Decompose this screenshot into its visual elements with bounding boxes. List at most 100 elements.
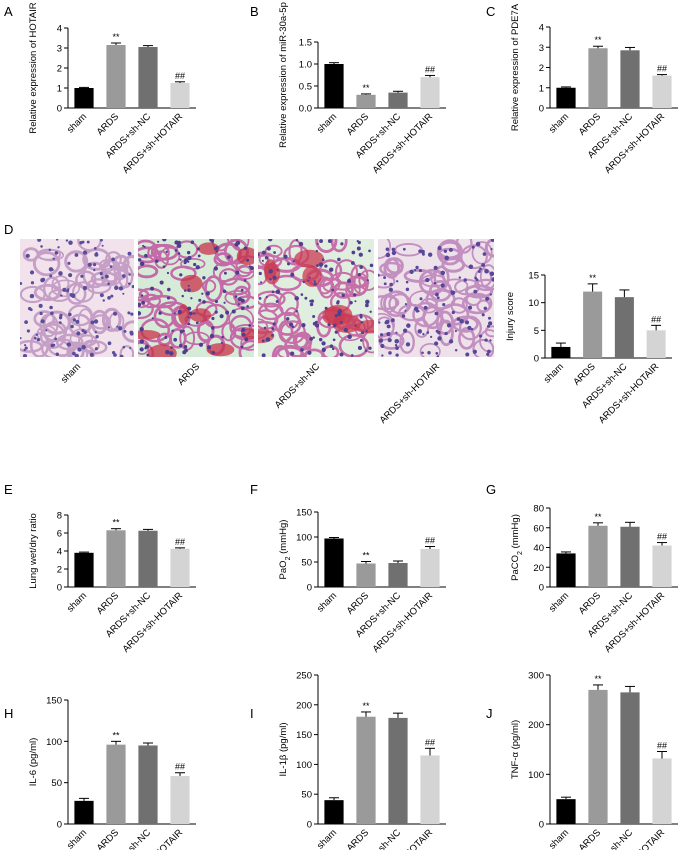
nucleus <box>489 271 494 276</box>
nucleus <box>49 274 53 278</box>
nucleus <box>369 263 374 268</box>
bar <box>588 689 608 824</box>
nucleus <box>52 257 55 260</box>
nucleus <box>409 269 414 275</box>
alveolar-wall <box>138 246 161 264</box>
nucleus <box>205 291 210 296</box>
significance-mark: ## <box>657 64 667 74</box>
nucleus <box>308 276 311 279</box>
nucleus <box>83 330 87 334</box>
bar <box>556 87 576 108</box>
nucleus <box>173 337 178 342</box>
nucleus <box>139 326 144 332</box>
x-tick-label: sham <box>547 111 571 135</box>
y-tick-label: 1.5 <box>299 38 312 49</box>
nucleus <box>481 263 486 267</box>
blood-patch <box>206 343 235 357</box>
nucleus <box>40 319 45 324</box>
blood-patch <box>258 328 275 344</box>
nucleus <box>312 336 315 339</box>
blood-patch <box>198 242 220 255</box>
nucleus <box>35 333 39 336</box>
nucleus <box>448 339 454 344</box>
y-tick-label: 100 <box>296 533 312 544</box>
panel-label: C <box>486 4 495 19</box>
histology-image-4 <box>378 239 494 357</box>
x-tick-label: ARDS <box>571 361 597 387</box>
nucleus <box>394 339 400 344</box>
nucleus <box>434 341 439 346</box>
nucleus <box>127 251 132 256</box>
nucleus <box>302 280 305 284</box>
chart-panel-4: 051015sham**ARDSARDS+sh-NC##ARDS+sh-HOTA… <box>505 271 672 426</box>
nucleus <box>123 329 127 333</box>
y-tick-label: 0 <box>534 354 539 365</box>
y-tick-label: 40 <box>533 543 544 554</box>
nucleus <box>219 314 224 319</box>
nucleus <box>234 242 239 247</box>
nucleus <box>328 267 334 272</box>
nucleus <box>261 353 266 357</box>
significance-mark: ## <box>657 740 667 750</box>
nucleus <box>177 252 181 255</box>
nucleus <box>437 296 440 300</box>
nucleus <box>138 302 142 307</box>
nucleus <box>50 311 54 316</box>
nucleus <box>36 338 41 342</box>
significance-mark: ** <box>362 701 370 711</box>
significance-mark: ** <box>112 730 120 740</box>
nucleus <box>304 296 308 300</box>
alveolar-wall <box>472 338 494 357</box>
nucleus <box>33 336 37 340</box>
nucleus <box>324 306 328 310</box>
nucleus <box>197 254 201 258</box>
nucleus <box>50 343 55 348</box>
alveolar-wall <box>430 270 445 288</box>
nucleus <box>339 321 343 324</box>
nucleus <box>354 300 357 303</box>
nucleus <box>81 240 85 244</box>
nucleus <box>167 287 171 292</box>
nucleus <box>437 246 442 251</box>
nucleus <box>54 251 59 255</box>
y-axis-label: Relative expression of HOTAIR <box>28 2 39 133</box>
alveolar-wall <box>32 251 61 277</box>
histology-label: ARDS+sh-NC <box>273 361 322 410</box>
nucleus <box>100 239 103 242</box>
nucleus <box>118 326 123 331</box>
nucleus <box>216 250 219 253</box>
nucleus <box>207 345 212 350</box>
y-tick-label: 150 <box>296 508 312 519</box>
alveolar-wall <box>479 264 494 290</box>
nucleus <box>486 352 490 356</box>
nucleus <box>404 309 407 312</box>
y-axis-label: Relative expression of miR-30a-5p <box>278 2 289 148</box>
alveolar-wall <box>476 299 491 313</box>
bar <box>620 50 640 108</box>
nucleus <box>82 285 88 291</box>
nucleus <box>406 323 411 328</box>
nucleus <box>142 244 145 247</box>
bar <box>652 758 672 824</box>
alveolar-wall <box>422 305 444 330</box>
alveolar-wall <box>474 278 494 292</box>
x-tick-label: ARDS <box>95 590 121 616</box>
nucleus <box>350 354 354 357</box>
nucleus <box>215 246 219 250</box>
nucleus <box>192 312 196 315</box>
nucleus <box>58 271 63 276</box>
panel-label: B <box>250 4 259 19</box>
nucleus <box>179 258 182 261</box>
histology-image-1 <box>20 239 134 357</box>
nucleus <box>22 353 28 357</box>
nucleus <box>235 270 240 275</box>
nucleus <box>246 305 249 308</box>
nucleus <box>157 240 160 243</box>
x-tick-label: ARDS <box>345 590 371 616</box>
x-tick-label: sham <box>65 111 89 135</box>
nucleus <box>261 339 265 343</box>
bar <box>74 88 94 108</box>
nucleus <box>356 239 359 243</box>
bar <box>556 799 576 824</box>
nucleus <box>489 293 492 296</box>
